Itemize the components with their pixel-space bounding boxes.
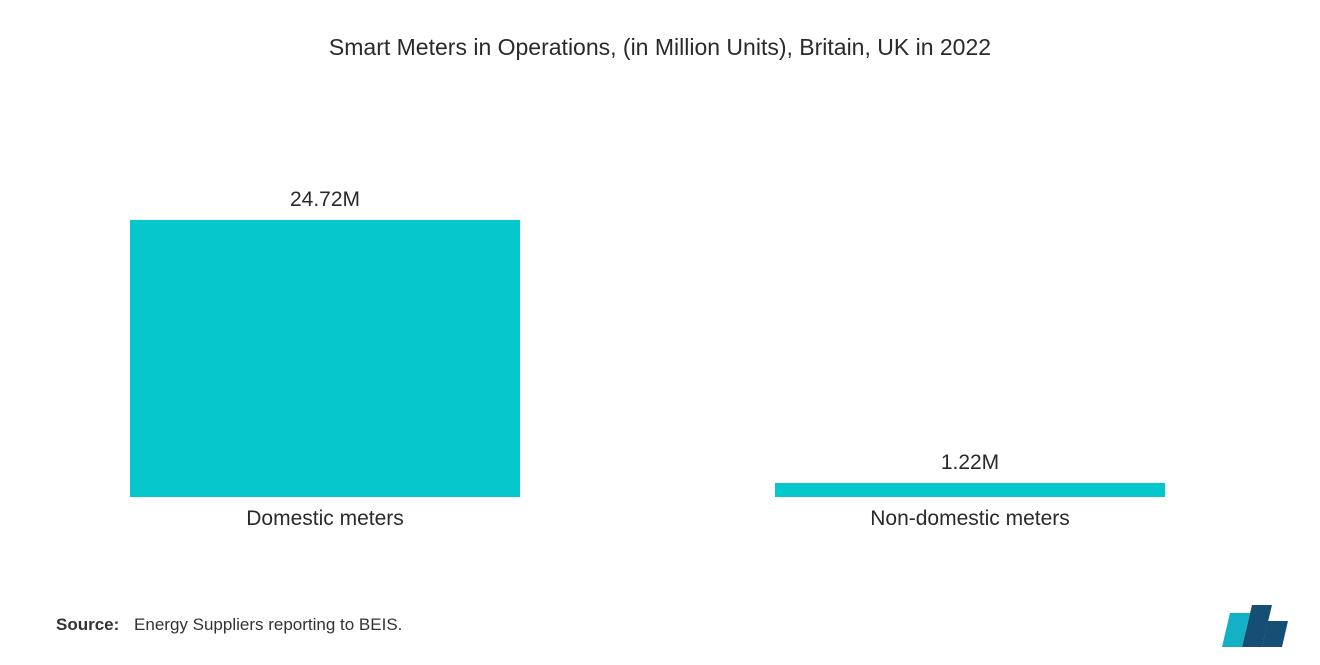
bar-group: 1.22M Non-domestic meters (775, 451, 1165, 531)
source-label: Source: (56, 615, 119, 634)
bar (130, 220, 520, 497)
bar-category-label: Non-domestic meters (870, 507, 1070, 531)
bar-value-label: 24.72M (290, 188, 360, 212)
brand-logo (1220, 603, 1292, 647)
chart-container: Smart Meters in Operations, (in Million … (0, 0, 1320, 665)
bar-category-label: Domestic meters (246, 507, 404, 531)
bar (775, 483, 1165, 497)
source-text: Energy Suppliers reporting to BEIS. (134, 615, 402, 634)
source-line: Source: Energy Suppliers reporting to BE… (56, 615, 402, 635)
chart-title: Smart Meters in Operations, (in Million … (40, 34, 1280, 61)
bar-value-label: 1.22M (941, 451, 999, 475)
bar-group: 24.72M Domestic meters (130, 188, 520, 531)
plot-area: 24.72M Domestic meters 1.22M Non-domestic m… (130, 131, 1190, 531)
